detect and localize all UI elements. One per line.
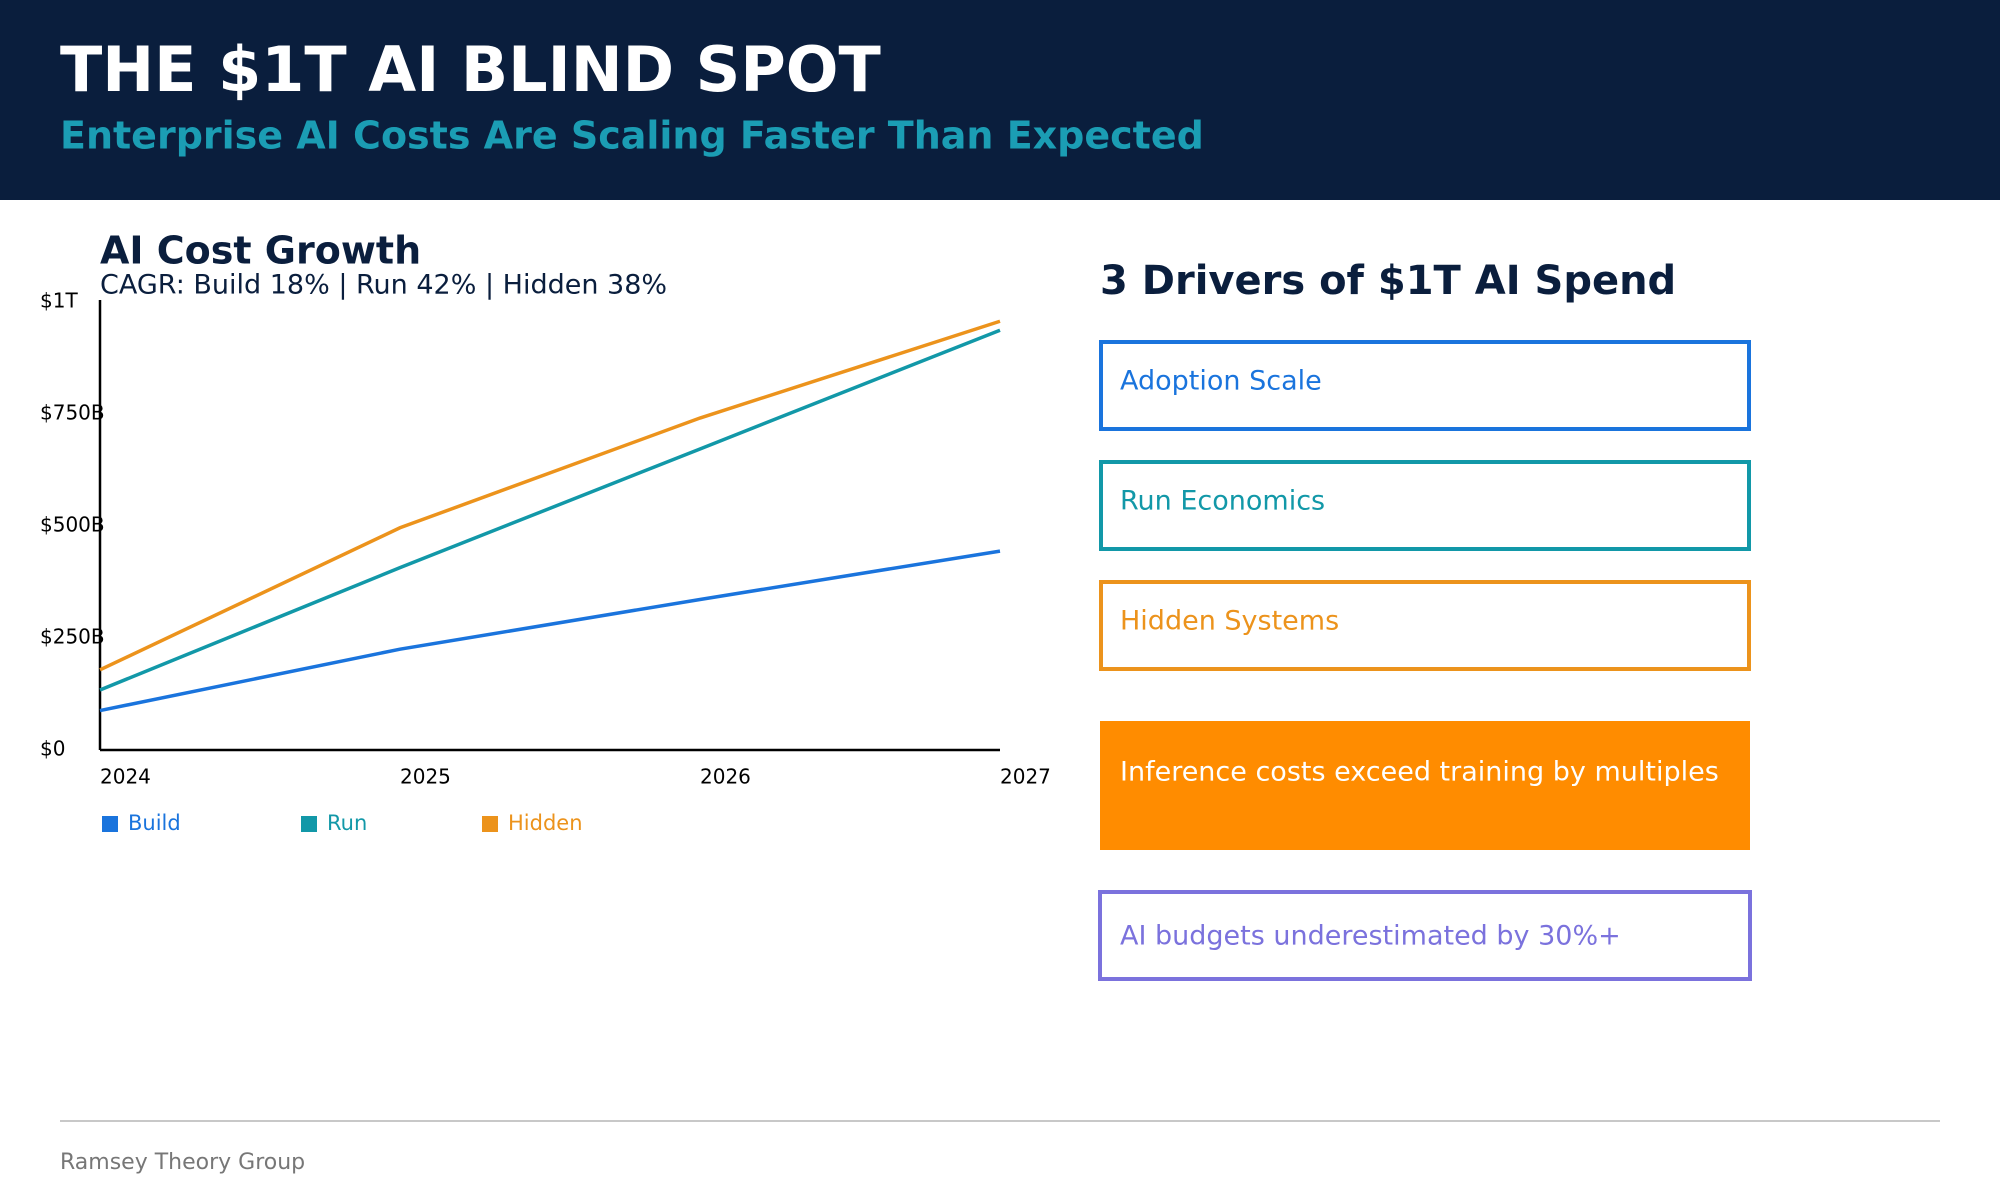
page-subtitle: Enterprise AI Costs Are Scaling Faster T… xyxy=(60,114,1204,158)
callout-box xyxy=(1098,890,1752,981)
y-tick-label: $0 xyxy=(40,737,65,761)
page-title: THE $1T AI BLIND SPOT xyxy=(60,33,881,106)
driver-label: Hidden Systems xyxy=(1120,606,1339,637)
y-tick-label: $500B xyxy=(40,513,105,537)
y-tick-label: $250B xyxy=(40,625,105,649)
driver-label: Adoption Scale xyxy=(1120,366,1322,397)
callout-text: Inference costs exceed training by multi… xyxy=(1120,757,1719,788)
driver-label: Run Economics xyxy=(1120,486,1325,517)
x-tick-label: 2025 xyxy=(400,765,451,789)
legend-label: Build xyxy=(128,811,181,835)
y-tick-label: $1T xyxy=(40,289,78,313)
legend-swatch xyxy=(482,816,498,832)
legend-swatch xyxy=(102,816,118,832)
x-tick-label: 2027 xyxy=(1000,765,1051,789)
series-line xyxy=(99,549,1001,713)
legend-swatch xyxy=(301,816,317,832)
x-tick-label: 2026 xyxy=(700,765,751,789)
legend-label: Hidden xyxy=(508,811,583,835)
x-tick-label: 2024 xyxy=(100,765,151,789)
legend-label: Run xyxy=(327,811,367,835)
driver-box xyxy=(1099,580,1751,671)
driver-box xyxy=(1099,340,1751,431)
driver-box xyxy=(1099,460,1751,551)
chart-subtitle: CAGR: Build 18% | Run 42% | Hidden 38% xyxy=(100,270,667,301)
footer: Ramsey Theory Group xyxy=(60,1150,305,1175)
callout-box xyxy=(1100,721,1750,850)
drivers-title: 3 Drivers of $1T AI Spend xyxy=(1100,258,1676,304)
callout-text: AI budgets underestimated by 30%+ xyxy=(1120,921,1621,952)
header-band xyxy=(0,0,2000,200)
series-line xyxy=(99,319,1001,672)
y-tick-label: $750B xyxy=(40,401,105,425)
series-line xyxy=(99,328,1001,692)
chart-title: AI Cost Growth xyxy=(100,229,421,273)
